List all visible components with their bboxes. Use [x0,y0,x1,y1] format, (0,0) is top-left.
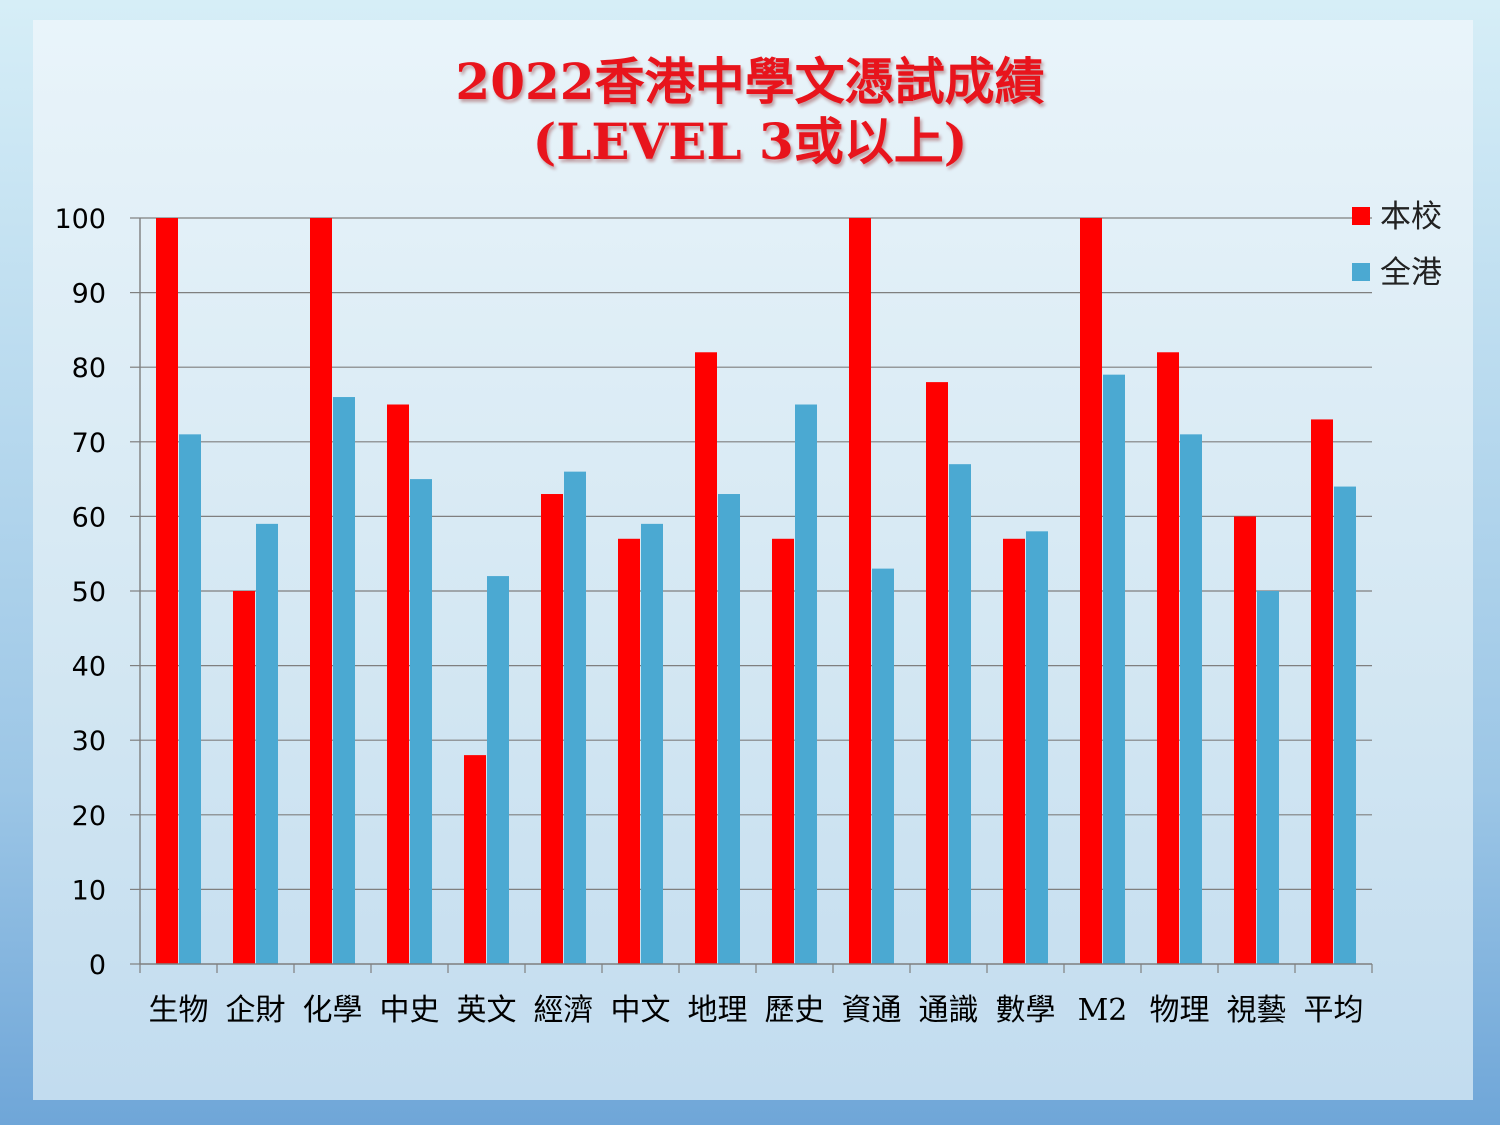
bar-hk [256,523,278,964]
bar-school [849,218,871,964]
x-tick-label: 地理 [688,993,748,1028]
bar-hk [333,397,355,964]
bar-school [1157,352,1179,964]
y-tick-label: 50 [72,577,106,608]
y-tick-label: 40 [72,652,106,683]
bar-hk [1103,374,1125,964]
x-tick-label: 資通 [842,993,902,1028]
bar-hk [410,479,432,964]
x-tick-label: 平均 [1304,993,1364,1028]
x-tick-label: 企財 [226,993,286,1028]
legend-swatch [1352,207,1370,225]
bar-school [772,538,794,964]
bar-school [1003,538,1025,964]
bar-hk [795,404,817,964]
x-tick-label: 視藝 [1227,993,1287,1028]
bar-hk [179,434,201,965]
bar-hk [1026,531,1048,964]
bar-hk [641,523,663,964]
x-tick-label: 中文 [611,993,671,1028]
bar-hk [564,471,586,964]
y-tick-label: 10 [72,875,106,906]
bar-school [541,494,563,964]
x-tick-label: 生物 [149,993,209,1028]
x-tick-label: M2 [1078,993,1128,1028]
y-tick-label: 20 [72,801,106,832]
bar-hk [1334,486,1356,964]
bar-hk [718,494,740,964]
x-tick-label: 歷史 [765,993,825,1028]
chart-title: 2022香港中學文憑試成績 (LEVEL 3或以上) [0,52,1500,172]
bars [156,218,1356,965]
chart-title-line-2: (LEVEL 3或以上) [532,112,968,171]
x-tick-label: 中史 [380,993,440,1028]
y-tick-label: 70 [72,428,106,459]
bar-school [1080,218,1102,964]
y-tick-label: 0 [89,950,106,981]
legend-swatch [1352,263,1370,281]
bar-school [618,538,640,964]
bar-school [464,755,486,964]
axes: 0 10 20 30 40 50 60 70 80 90 100 生物 企財 化學 中史 英文 經濟 中文 地理 歷史… [54,204,1373,1028]
y-tick-label: 90 [72,279,106,310]
bar-school [233,591,255,964]
bar-hk [872,568,894,964]
bar-school [310,218,332,964]
bar-hk [1257,591,1279,964]
x-tick-label: 物理 [1150,993,1210,1028]
bar-school [1234,516,1256,964]
chart-title-line-1: 2022香港中學文憑試成績 [455,52,1045,111]
y-tick-label: 80 [72,353,106,384]
x-tick-label: 化學 [303,993,363,1028]
y-tick-label: 60 [72,502,106,533]
bar-school [387,404,409,964]
x-tick-label: 英文 [457,993,517,1028]
legend-label: 本校 [1380,199,1442,235]
bar-school [926,382,948,964]
bar-hk [1180,434,1202,965]
x-tick-label: 數學 [996,993,1056,1028]
x-tick-label: 通識 [919,993,979,1028]
legend-label: 全港 [1380,255,1442,291]
bar-school [695,352,717,964]
x-tick-label: 經濟 [534,993,594,1028]
bar-hk [949,464,971,964]
y-tick-label: 100 [54,204,106,235]
y-tick-label: 30 [72,726,106,757]
bar-hk [487,576,509,964]
bar-school [1311,419,1333,964]
bar-school [156,218,178,964]
